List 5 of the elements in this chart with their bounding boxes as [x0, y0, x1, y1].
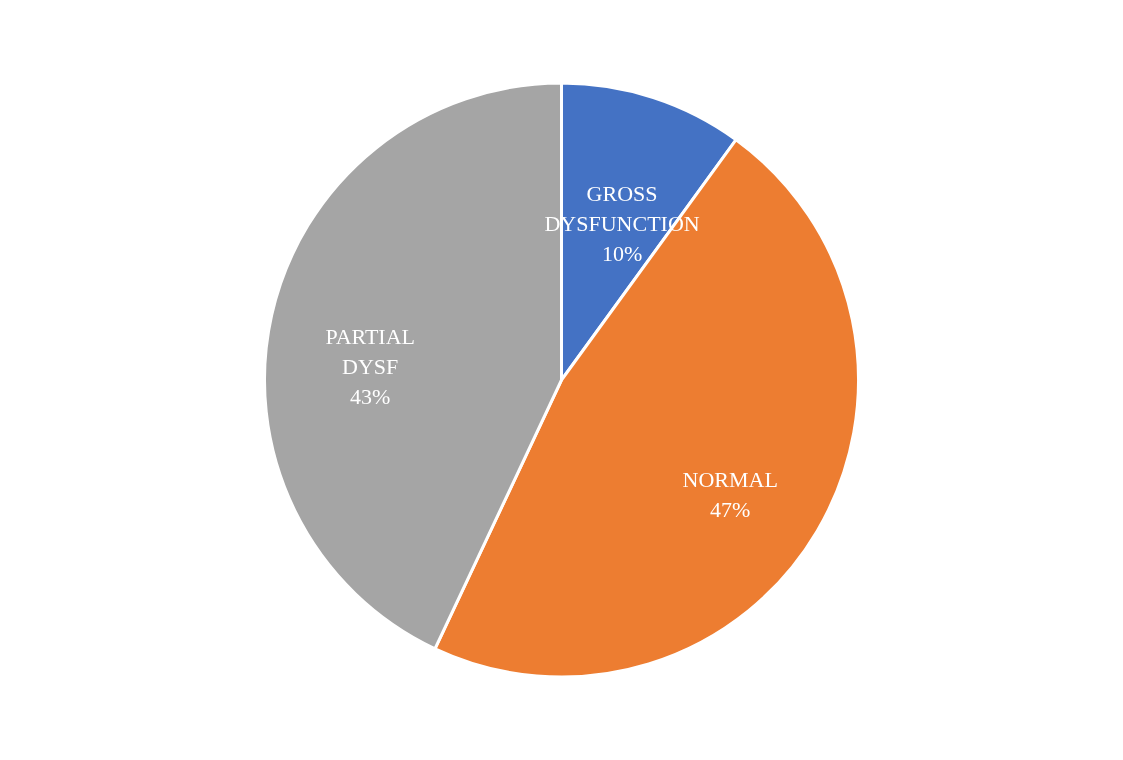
slice-label: PARTIAL DYSF	[325, 324, 415, 380]
data-label: 10%	[601, 240, 643, 266]
data-label: 47%	[710, 496, 751, 522]
data-label: 43%	[350, 384, 391, 410]
slice-label: NORMAL	[682, 466, 778, 492]
